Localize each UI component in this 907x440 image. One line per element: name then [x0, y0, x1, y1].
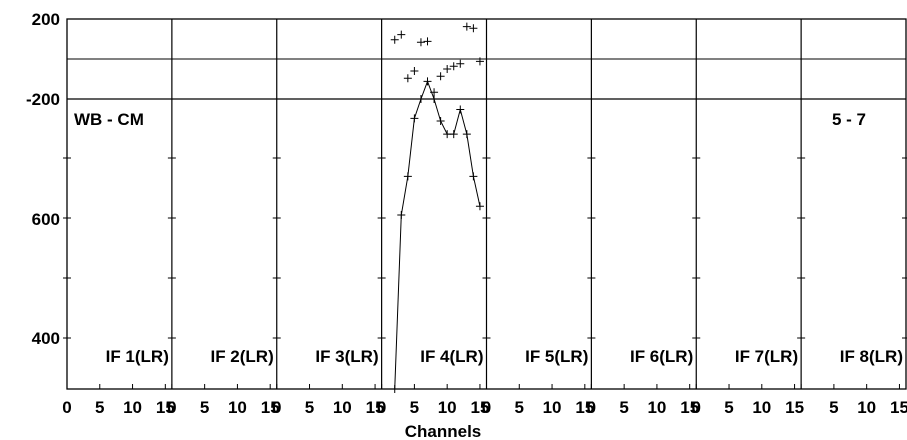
plot-frame: [66, 18, 907, 390]
panel-label: IF 7(LR): [735, 347, 798, 366]
panel-label: IF 8(LR): [840, 347, 903, 366]
x-tick-label: 5: [305, 398, 314, 417]
y-axis-ticks: 200 -200 600 400: [26, 10, 907, 348]
phase-point: [462, 22, 471, 31]
top-left-label: WB - CM: [74, 110, 144, 129]
amplitude-point: [410, 114, 419, 123]
x-tick-label: 5: [724, 398, 733, 417]
amplitude-series: [390, 77, 484, 393]
top-right-label: 5 - 7: [832, 110, 866, 129]
y-tick-label: 400: [32, 329, 60, 348]
x-tick-label: 0: [272, 398, 281, 417]
phase-point: [449, 62, 458, 71]
x-tick-label: 5: [410, 398, 419, 417]
panel-labels: IF 1(LR) IF 2(LR) IF 3(LR) IF 4(LR) IF 5(LR)…: [106, 347, 903, 366]
phase-point: [436, 72, 445, 81]
x-tick-label: 10: [857, 398, 876, 417]
x-tick-label: 15: [156, 398, 175, 417]
x-tick-label: 10: [647, 398, 666, 417]
phase-point: [423, 37, 432, 46]
panel-label: IF 6(LR): [630, 347, 693, 366]
amplitude-point: [403, 172, 412, 181]
phase-point: [475, 57, 484, 66]
y-tick-label: 600: [32, 210, 60, 229]
x-tick-label: 0: [482, 398, 491, 417]
x-tick-label: 15: [575, 398, 594, 417]
amplitude-point: [436, 116, 445, 125]
x-tick-label: 5: [829, 398, 838, 417]
amplitude-point: [449, 130, 458, 139]
x-tick-label: 15: [366, 398, 385, 417]
y-tick-label: -200: [26, 90, 60, 109]
x-tick-label: 15: [785, 398, 804, 417]
x-tick-label: 0: [62, 398, 71, 417]
x-tick-label: 15: [680, 398, 699, 417]
phase-point: [443, 65, 452, 73]
amplitude-point: [462, 130, 471, 139]
amplitude-point: [416, 95, 425, 103]
amplitude-point: [469, 172, 478, 181]
x-tick-label: 15: [890, 398, 907, 417]
panel-label: IF 5(LR): [525, 347, 588, 366]
y-tick-label: 200: [32, 10, 60, 29]
x-axis-ticks: 0 5 10 150 5 10 150 5 10 150 5 10 150 5 10 150 5 10 150 5 10…: [62, 384, 907, 417]
x-tick-label: 0: [167, 398, 176, 417]
panel-label: IF 1(LR): [106, 347, 169, 366]
x-tick-label: 15: [470, 398, 489, 417]
x-tick-label: 15: [261, 398, 280, 417]
phase-point: [469, 24, 478, 33]
phase-points: [390, 22, 484, 97]
phase-point: [410, 67, 419, 75]
x-tick-label: 0: [587, 398, 596, 417]
x-axis-label: Channels: [405, 422, 482, 440]
x-tick-label: 5: [200, 398, 209, 417]
amplitude-point: [430, 95, 439, 103]
x-tick-label: 5: [515, 398, 524, 417]
x-tick-label: 10: [228, 398, 247, 417]
x-tick-label: 10: [123, 398, 142, 417]
panel-label: IF 4(LR): [420, 347, 483, 366]
x-tick-label: 0: [377, 398, 386, 417]
phase-point: [416, 38, 425, 47]
amplitude-point: [423, 77, 432, 86]
x-tick-label: 10: [543, 398, 562, 417]
panel-label: IF 2(LR): [210, 347, 273, 366]
amplitude-line: [394, 79, 481, 390]
x-tick-label: 10: [752, 398, 771, 417]
x-tick-label: 5: [95, 398, 104, 417]
phase-point: [397, 30, 406, 39]
phase-point: [390, 35, 399, 44]
amplitude-point: [397, 211, 406, 219]
x-tick-label: 10: [333, 398, 352, 417]
amplitude-point: [456, 105, 465, 114]
amplitude-point: [475, 202, 484, 211]
x-tick-label: 0: [692, 398, 701, 417]
x-tick-label: 10: [438, 398, 457, 417]
phase-point: [403, 74, 412, 83]
phase-point: [456, 59, 465, 68]
amplitude-point: [390, 385, 399, 393]
x-tick-label: 5: [619, 398, 628, 417]
panel-label: IF 3(LR): [315, 347, 378, 366]
